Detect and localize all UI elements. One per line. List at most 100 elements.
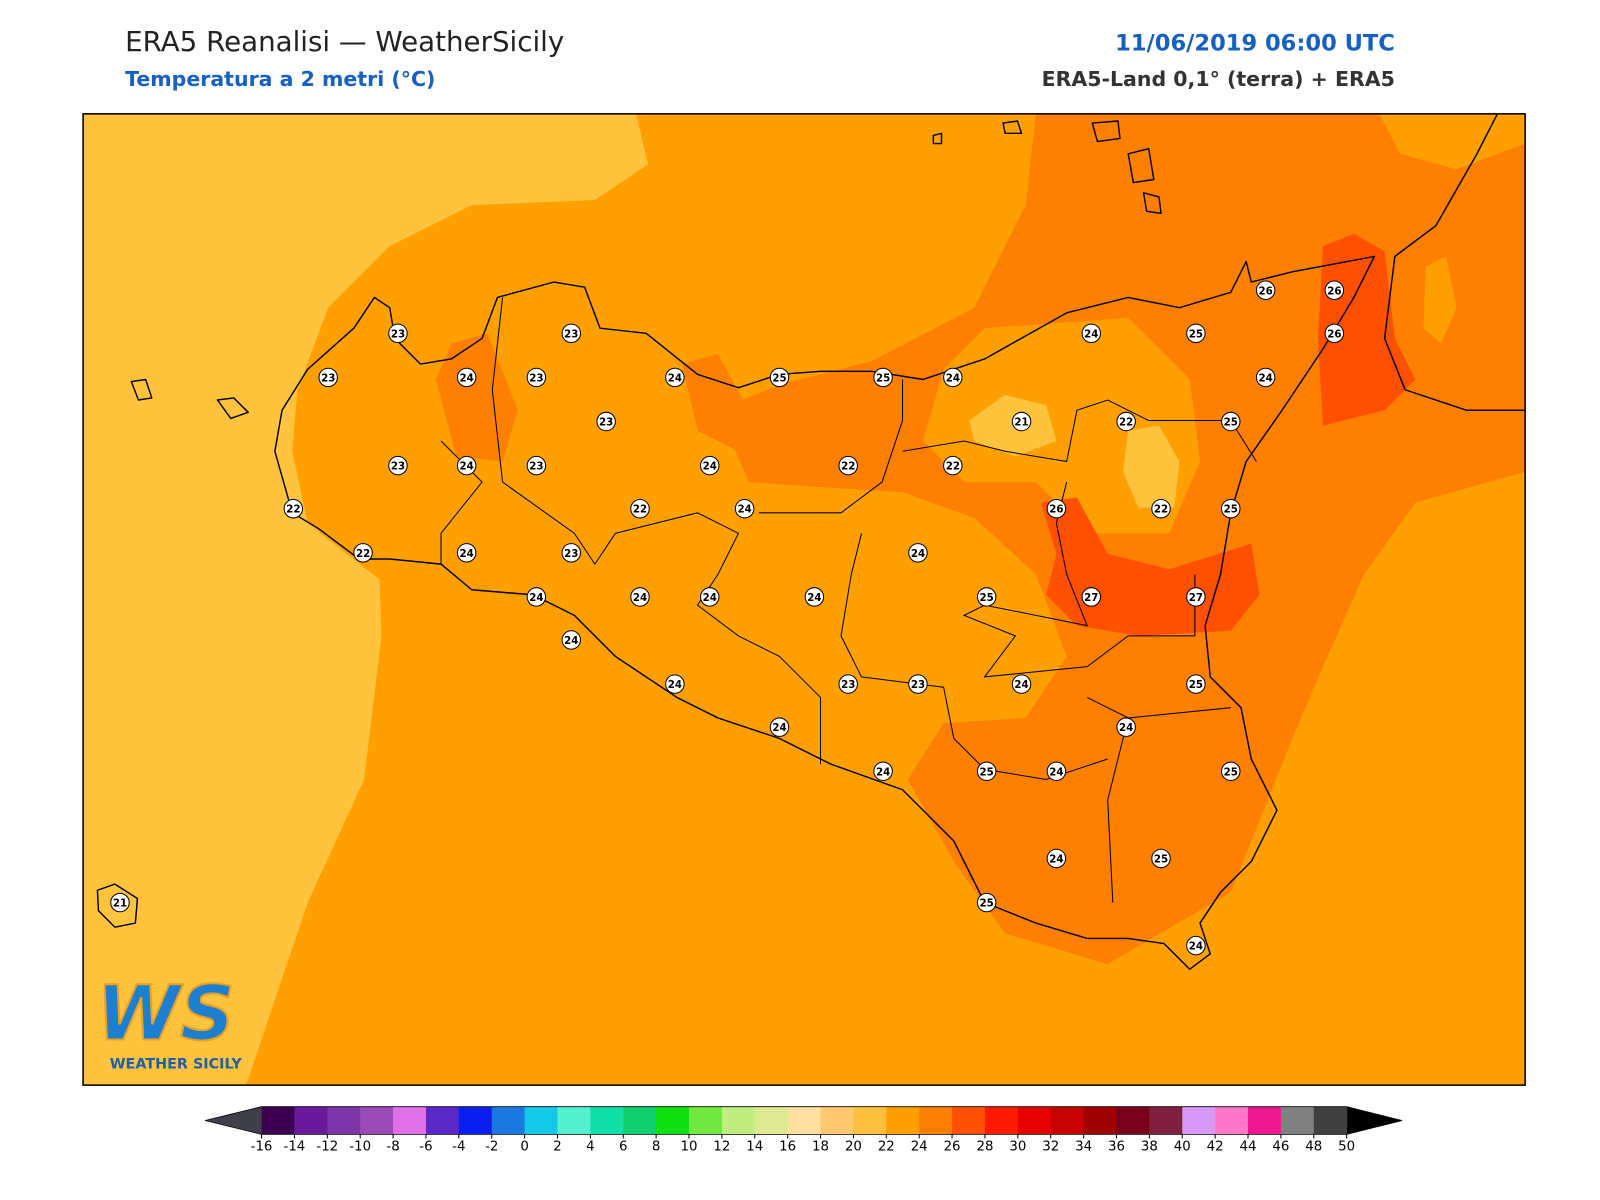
station-marker xyxy=(734,498,755,519)
station-value: 26 xyxy=(1049,504,1063,516)
station-value: 24 xyxy=(460,372,474,384)
station-marker xyxy=(526,587,547,607)
station-value: 24 xyxy=(1259,372,1273,384)
station-value: 24 xyxy=(1049,766,1063,778)
station-marker xyxy=(1186,674,1206,694)
station-marker xyxy=(1046,848,1067,869)
station-value: 25 xyxy=(1154,853,1168,865)
station-value: 23 xyxy=(564,548,578,560)
station-marker xyxy=(1221,411,1241,432)
station-value: 25 xyxy=(1224,504,1238,516)
station-value: 25 xyxy=(1189,679,1203,691)
station-value: 24 xyxy=(460,548,474,560)
station-marker xyxy=(561,323,582,344)
station-marker xyxy=(976,587,997,607)
colorbar-bin xyxy=(360,1106,394,1135)
station-marker xyxy=(110,892,130,913)
source: ERA5-Land 0,1° (terra) + ERA5 xyxy=(1042,67,1395,91)
station-marker xyxy=(1186,587,1206,607)
station-value: 23 xyxy=(599,417,613,429)
station-marker xyxy=(561,630,582,650)
colorbar-bin xyxy=(1116,1106,1150,1135)
field-mild xyxy=(1423,256,1457,344)
station-marker xyxy=(388,323,408,344)
colorbar-bin xyxy=(656,1106,690,1135)
station-value: 25 xyxy=(772,372,786,384)
station-marker xyxy=(526,455,547,476)
station-marker xyxy=(769,717,790,737)
station-value: 24 xyxy=(1084,328,1098,340)
temperature-field xyxy=(83,113,1526,1086)
colorbar-tick-label: 4 xyxy=(586,1140,594,1155)
colorbar-bin xyxy=(1083,1106,1118,1135)
station-value: 22 xyxy=(841,461,855,473)
station-marker xyxy=(1151,498,1171,519)
station-marker xyxy=(700,455,720,476)
colorbar-tick-label: -2 xyxy=(485,1140,498,1155)
colorbar-tick-label: 16 xyxy=(779,1140,796,1155)
station-value: 24 xyxy=(772,722,786,734)
station-marker xyxy=(1255,280,1276,300)
colorbar-tick-label: -6 xyxy=(419,1140,432,1155)
colorbar-bin xyxy=(327,1106,361,1135)
station-marker xyxy=(1116,717,1136,737)
colorbar-tick-label: -10 xyxy=(349,1140,371,1155)
station-value: 22 xyxy=(1154,504,1168,516)
station-marker xyxy=(838,455,858,476)
colorbar-tick-label: 0 xyxy=(520,1140,528,1155)
colorbar-bin xyxy=(1280,1106,1315,1135)
station-marker xyxy=(1116,411,1136,432)
station-value: 24 xyxy=(737,504,751,516)
colorbar-tick-label: -8 xyxy=(386,1140,399,1155)
station-marker xyxy=(1221,498,1241,519)
colorbar-tick-label: -16 xyxy=(251,1140,273,1155)
station-marker xyxy=(596,411,616,432)
station-value: 24 xyxy=(633,592,647,604)
station-value: 25 xyxy=(980,592,994,604)
station-marker xyxy=(908,543,928,563)
colorbar-tick-label: 40 xyxy=(1174,1140,1191,1155)
station-marker xyxy=(1221,761,1241,782)
colorbar-bin xyxy=(1215,1106,1249,1135)
station-value: 24 xyxy=(1014,679,1028,691)
station-value: 23 xyxy=(529,372,543,384)
logo: WS WEATHER SICILY xyxy=(95,968,242,1072)
station-marker xyxy=(388,455,408,476)
colorbar-tick-label: -14 xyxy=(284,1140,306,1155)
station-marker xyxy=(665,674,685,694)
station-value: 25 xyxy=(1224,766,1238,778)
station-marker xyxy=(283,498,304,519)
colorbar-bin xyxy=(524,1106,558,1135)
colorbar-tick-label: 12 xyxy=(713,1140,730,1155)
station-marker xyxy=(1011,411,1032,432)
station-marker xyxy=(1046,761,1067,782)
station-value: 25 xyxy=(876,372,890,384)
station-marker xyxy=(1186,323,1206,344)
colorbar-tick-label: 28 xyxy=(976,1140,993,1155)
colorbar-bin xyxy=(1050,1106,1085,1135)
colorbar-tick-label: 8 xyxy=(652,1140,660,1155)
station-marker xyxy=(456,455,477,476)
colorbar-tick-label: 22 xyxy=(878,1140,895,1155)
station-marker xyxy=(1081,323,1102,344)
station-value: 24 xyxy=(668,372,682,384)
colorbar-tick-label: -12 xyxy=(316,1140,338,1155)
station-marker xyxy=(1186,935,1206,956)
colorbar-bin xyxy=(491,1106,526,1135)
station-marker xyxy=(561,543,582,563)
colorbar-bin xyxy=(425,1106,460,1135)
station-marker xyxy=(1081,587,1102,607)
station-value: 23 xyxy=(911,679,925,691)
colorbar-bin xyxy=(623,1106,657,1135)
station-value: 23 xyxy=(391,328,405,340)
station-value: 24 xyxy=(668,679,682,691)
station-value: 22 xyxy=(946,461,960,473)
colorbar-tick-label: 10 xyxy=(681,1140,698,1155)
subtitle: Temperatura a 2 metri (°C) xyxy=(125,67,435,91)
colorbar-bin xyxy=(590,1106,624,1135)
station-marker xyxy=(318,367,338,388)
colorbar-bin xyxy=(393,1106,427,1135)
station-marker xyxy=(526,367,547,388)
station-value: 26 xyxy=(1327,328,1341,340)
